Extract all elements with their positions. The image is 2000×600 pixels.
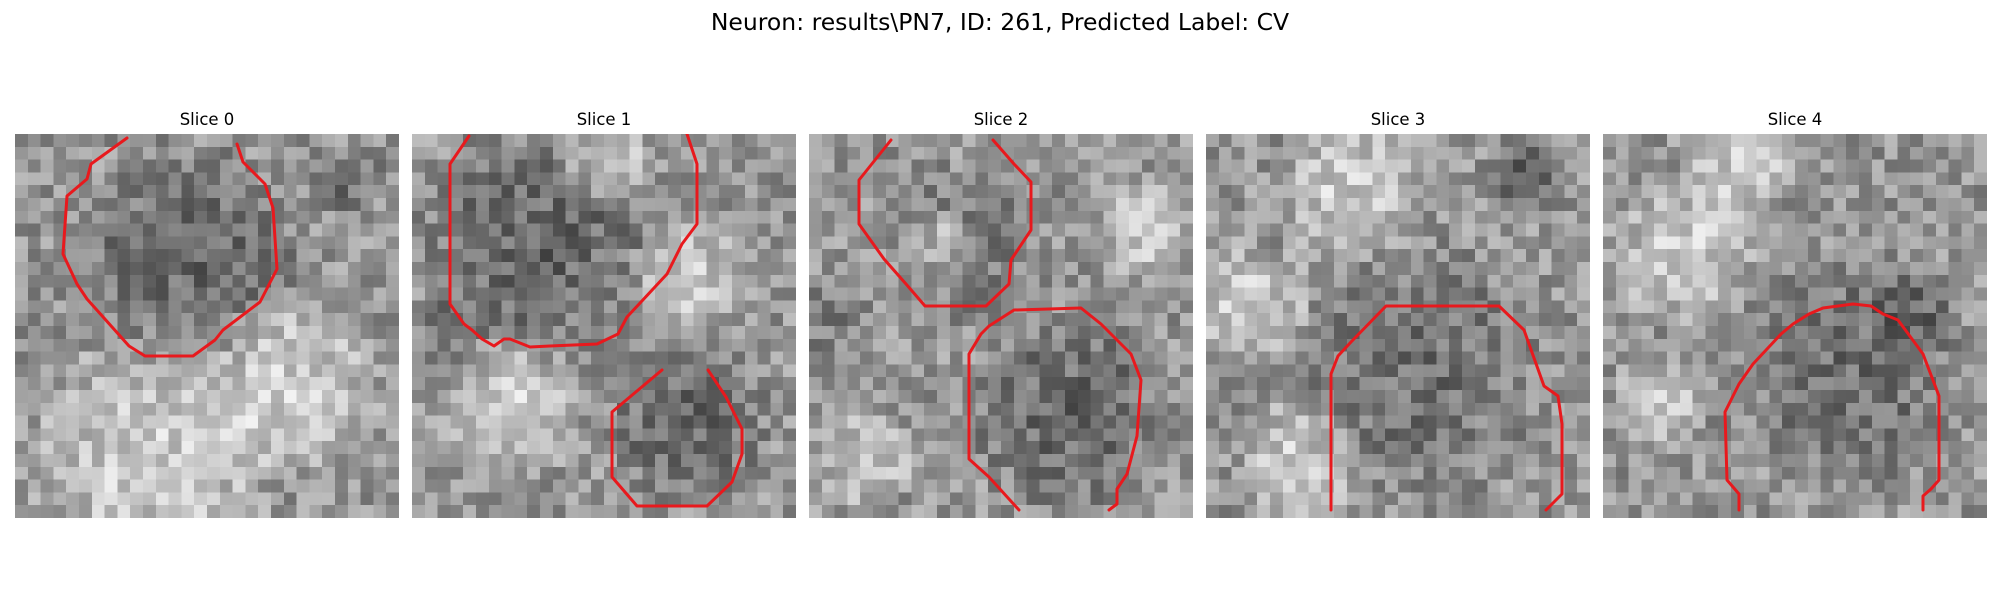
slice-pixels — [809, 134, 1193, 518]
slice-image-3 — [1206, 134, 1590, 518]
slice-title-0: Slice 0 — [179, 110, 235, 129]
cell-contour — [1723, 302, 1941, 512]
slice-pixels — [1206, 134, 1590, 518]
slice-panel-3: Slice 3 — [1206, 108, 1590, 518]
slice-panel-4: Slice 4 — [1603, 108, 1987, 518]
slice-title-4: Slice 4 — [1767, 110, 1823, 129]
figure-title: Neuron: results\PN7, ID: 261, Predicted … — [710, 8, 1290, 36]
slice-panel-0: Slice 0 — [15, 108, 399, 518]
cell-contour — [610, 368, 744, 508]
cell-contour — [1329, 304, 1564, 512]
slice-image-1 — [412, 134, 796, 518]
slice-pixels — [412, 134, 796, 518]
cell-contour — [857, 138, 1033, 308]
slice-panel-2: Slice 2 — [809, 108, 1193, 518]
slice-title-3: Slice 3 — [1370, 110, 1426, 129]
slice-image-2 — [809, 134, 1193, 518]
slice-image-4 — [1603, 134, 1987, 518]
slice-title-1: Slice 1 — [576, 110, 632, 129]
slice-title-2: Slice 2 — [973, 110, 1029, 129]
cell-contour — [967, 306, 1143, 512]
slice-pixels — [15, 134, 399, 518]
cell-contour — [448, 134, 699, 349]
slice-panel-1: Slice 1 — [412, 108, 796, 518]
cell-contour — [61, 136, 279, 358]
slice-pixels — [1603, 134, 1987, 518]
slice-image-0 — [15, 134, 399, 518]
